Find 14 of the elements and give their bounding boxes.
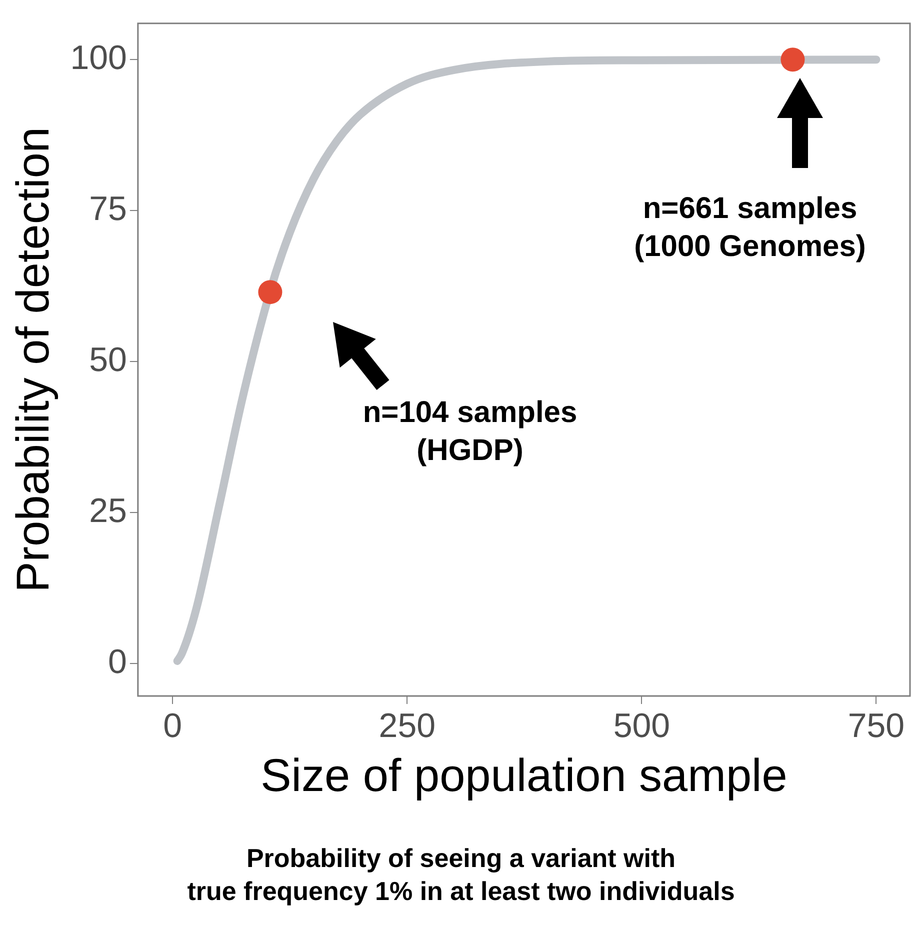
y-tick-label: 100 [70,39,127,77]
text: Probability of seeing a variant with true frequency 1% in at least two individuals [187,843,735,906]
y-tick-label: 25 [89,492,127,530]
annotation: n=661 samples (1000 Genomes) [634,192,866,263]
annotation: n=104 samples (HGDP) [362,396,578,467]
x-tick-label: 500 [613,706,670,745]
y-tick-label: 0 [108,642,127,681]
x-axis-title: Size of population sample [260,749,788,802]
x-tick-label: 750 [848,706,905,745]
x-tick-label: 250 [378,706,436,745]
y-axis-title: Probability of detection [6,127,58,592]
x-tick-label: 0 [163,706,182,745]
y-tick-label: 75 [89,190,127,228]
y-tick-label: 50 [89,340,127,379]
